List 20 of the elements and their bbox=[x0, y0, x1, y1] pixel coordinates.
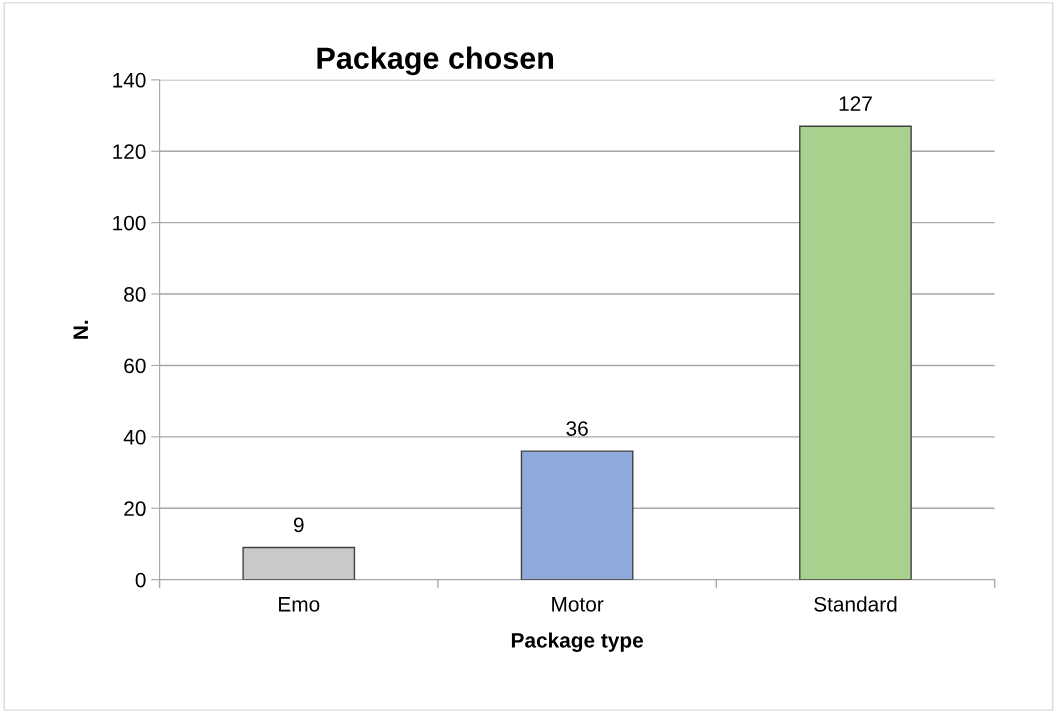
y-axis-title: N. bbox=[73, 320, 88, 339]
y-tick-label: 140 bbox=[113, 72, 146, 88]
y-tick-label: 120 bbox=[113, 144, 146, 160]
bar bbox=[520, 450, 634, 580]
y-tick-label: 100 bbox=[113, 215, 146, 231]
x-tick-label: Standard bbox=[814, 596, 897, 612]
y-tick-label: 40 bbox=[123, 429, 146, 445]
data-label: 36 bbox=[566, 421, 588, 436]
x-axis-title: Package type bbox=[511, 632, 644, 652]
x-tick-label: Motor bbox=[552, 597, 604, 612]
y-tick-label: 80 bbox=[124, 287, 146, 302]
y-tick-label: 20 bbox=[124, 501, 146, 517]
y-tick-label: 60 bbox=[124, 358, 146, 374]
x-tick-label: Emo bbox=[279, 597, 320, 612]
bar bbox=[799, 125, 912, 580]
data-label: 9 bbox=[293, 517, 304, 533]
chart-title: Package chosen bbox=[317, 46, 554, 76]
y-tick-label: 0 bbox=[135, 572, 146, 588]
data-label: 127 bbox=[839, 96, 872, 111]
bar bbox=[242, 546, 356, 580]
